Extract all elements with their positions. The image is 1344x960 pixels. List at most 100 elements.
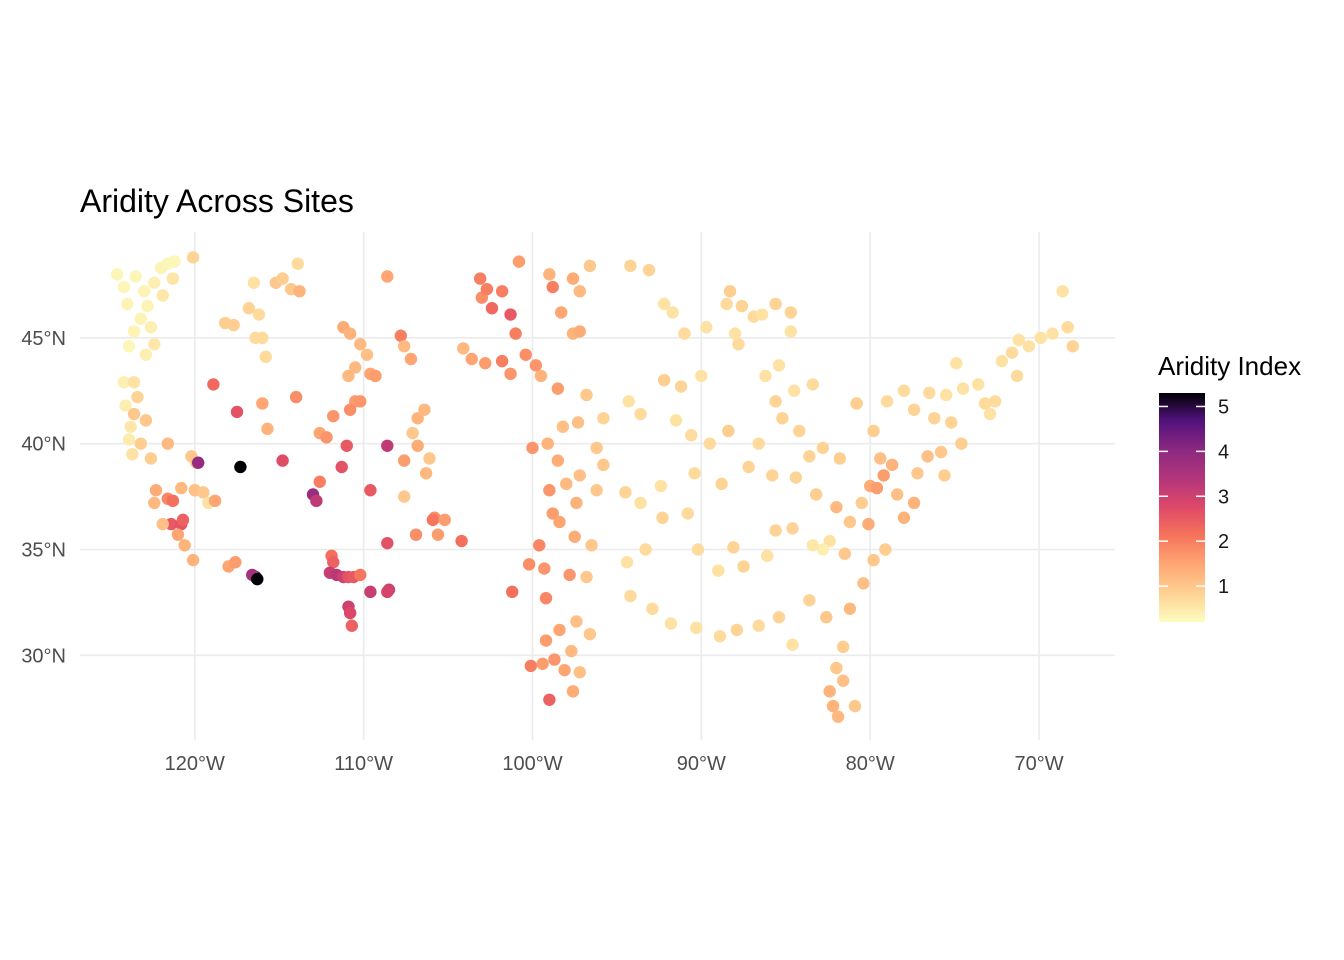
site-point bbox=[354, 395, 367, 408]
site-point bbox=[786, 638, 799, 651]
x-tick-label: 70°W bbox=[1014, 753, 1063, 775]
site-point bbox=[583, 259, 597, 273]
site-point bbox=[381, 439, 394, 452]
site-point bbox=[156, 517, 169, 531]
site-point bbox=[419, 467, 433, 480]
site-point bbox=[397, 490, 411, 503]
site-point bbox=[506, 585, 519, 599]
site-point bbox=[786, 522, 799, 535]
site-point bbox=[826, 699, 840, 713]
site-point bbox=[397, 454, 411, 467]
site-point bbox=[823, 534, 836, 548]
site-point bbox=[867, 553, 880, 567]
site-point bbox=[242, 302, 256, 315]
site-point bbox=[551, 382, 565, 395]
site-point bbox=[247, 276, 261, 289]
site-point bbox=[406, 426, 419, 440]
site-point bbox=[256, 397, 269, 410]
site-point bbox=[885, 458, 899, 472]
site-point bbox=[681, 507, 695, 520]
site-point bbox=[664, 617, 678, 630]
site-point bbox=[381, 585, 394, 599]
site-point bbox=[624, 259, 637, 273]
site-point bbox=[127, 376, 141, 389]
site-point bbox=[806, 378, 819, 391]
x-tick-label: 120°W bbox=[165, 753, 225, 775]
site-point bbox=[760, 549, 774, 563]
site-point bbox=[735, 299, 749, 313]
site-point bbox=[381, 536, 394, 550]
site-point bbox=[938, 469, 951, 482]
site-point bbox=[519, 348, 532, 361]
site-point bbox=[526, 441, 539, 455]
site-point bbox=[119, 399, 132, 412]
site-point bbox=[563, 568, 576, 582]
site-point bbox=[343, 327, 357, 340]
site-point bbox=[806, 539, 819, 552]
site-point bbox=[772, 611, 786, 624]
site-point bbox=[234, 460, 247, 474]
site-point bbox=[722, 424, 735, 438]
site-point bbox=[134, 437, 147, 450]
site-point bbox=[836, 640, 850, 654]
site-point bbox=[534, 369, 548, 383]
site-point bbox=[558, 663, 571, 677]
site-point bbox=[573, 285, 586, 298]
legend-tick-label: 1 bbox=[1218, 576, 1229, 598]
site-point bbox=[141, 299, 154, 313]
site-point bbox=[438, 513, 451, 527]
site-point bbox=[551, 454, 565, 467]
legend-tick-label: 2 bbox=[1218, 531, 1229, 553]
site-point bbox=[870, 481, 884, 495]
site-point bbox=[816, 543, 830, 556]
site-point bbox=[590, 484, 603, 497]
site-point bbox=[823, 685, 836, 698]
site-point bbox=[656, 511, 669, 524]
site-point bbox=[570, 496, 583, 510]
site-point bbox=[252, 308, 266, 321]
site-point bbox=[117, 280, 131, 294]
site-point bbox=[857, 577, 870, 590]
site-point bbox=[737, 560, 750, 573]
site-point bbox=[553, 623, 566, 637]
site-point bbox=[360, 348, 374, 361]
site-point bbox=[191, 456, 205, 469]
site-point bbox=[877, 469, 890, 482]
site-point bbox=[597, 458, 610, 472]
site-point bbox=[923, 386, 936, 400]
site-point bbox=[950, 357, 963, 370]
legend-tick-label: 5 bbox=[1218, 396, 1229, 418]
site-point bbox=[669, 414, 683, 427]
site-point bbox=[921, 450, 934, 463]
site-point bbox=[335, 460, 348, 474]
site-point bbox=[897, 511, 911, 524]
site-point bbox=[404, 352, 418, 366]
site-point bbox=[554, 306, 568, 319]
site-point bbox=[1022, 340, 1036, 353]
site-point bbox=[175, 481, 188, 495]
site-point bbox=[345, 619, 359, 632]
site-point bbox=[983, 407, 997, 421]
site-point bbox=[752, 437, 765, 450]
site-point bbox=[227, 318, 240, 332]
site-point bbox=[690, 621, 703, 635]
site-point bbox=[945, 416, 958, 429]
site-point bbox=[171, 528, 185, 541]
site-point bbox=[639, 543, 652, 556]
site-point bbox=[580, 388, 593, 402]
site-point bbox=[176, 513, 190, 527]
site-point bbox=[728, 327, 742, 340]
site-point bbox=[529, 359, 543, 372]
site-point bbox=[788, 384, 801, 397]
site-point bbox=[703, 437, 716, 450]
site-point bbox=[197, 486, 210, 499]
site-point bbox=[1061, 321, 1074, 334]
site-point bbox=[122, 433, 136, 446]
site-point bbox=[568, 530, 581, 543]
site-point bbox=[730, 623, 743, 637]
site-point bbox=[539, 591, 553, 605]
site-point bbox=[700, 321, 713, 334]
site-point bbox=[995, 354, 1009, 368]
site-point bbox=[149, 484, 163, 497]
